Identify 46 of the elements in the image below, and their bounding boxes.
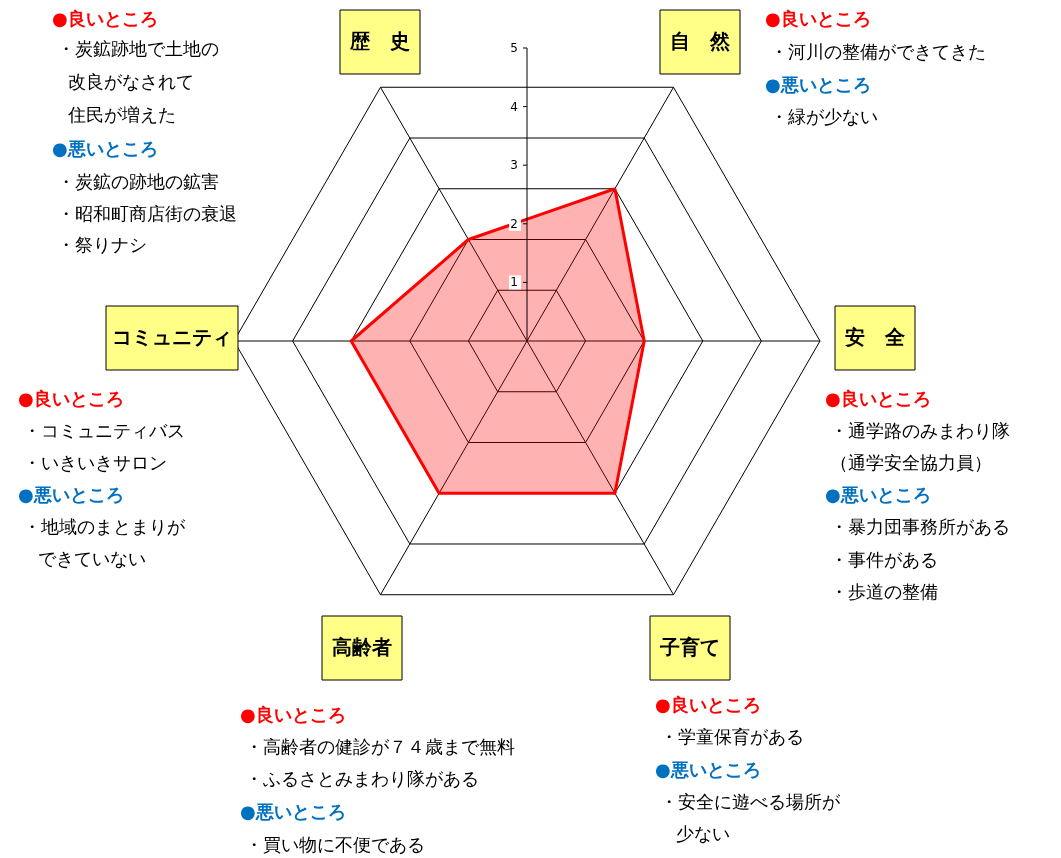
text: ・歩道の整備	[830, 581, 938, 602]
text: ●悪いところ	[52, 138, 158, 159]
text: ・炭鉱跡地で土地の	[57, 38, 219, 59]
spoke-label: 歴 史	[349, 29, 410, 53]
text: ・祭りナシ	[57, 234, 147, 255]
text: ・緑が少ない	[770, 106, 878, 127]
text: （通学安全協力員）	[830, 452, 992, 473]
text: ●良いところ	[18, 388, 124, 409]
text: ・安全に遊べる場所が	[660, 791, 841, 812]
text: ・買い物に不便である	[245, 834, 425, 855]
y-tick-label: 4	[510, 99, 518, 114]
spoke-label: 安 全	[845, 325, 906, 349]
text: ●良いところ	[655, 694, 761, 715]
text: 住民が増えた	[67, 104, 176, 125]
text: ●悪いところ	[18, 484, 124, 505]
text: ●悪いところ	[765, 74, 871, 95]
y-tick-label: 2	[510, 216, 518, 231]
spoke-label: 子育て	[659, 635, 720, 659]
text: ・高齢者の健診が７４歳まで無料	[245, 736, 515, 757]
text: ・地域のまとまりが	[23, 516, 186, 537]
text: ・昭和町商店街の衰退	[57, 203, 237, 224]
text: ●良いところ	[765, 8, 871, 29]
text: ●悪いところ	[655, 759, 761, 780]
text: ・通学路のみまわり隊	[830, 420, 1010, 441]
text: ・事件がある	[830, 549, 938, 570]
y-tick-label: 5	[510, 41, 518, 55]
text: ●良いところ	[52, 8, 158, 29]
text: ・コミュニティバス	[23, 420, 185, 441]
text: ●悪いところ	[240, 801, 346, 822]
text: ・河川の整備ができてきた	[770, 41, 986, 62]
y-tick-label: 1	[510, 275, 518, 290]
text: ・ふるさとみまわり隊がある	[245, 768, 479, 789]
spoke-label: 自 然	[670, 29, 731, 53]
y-tick-label: 3	[510, 158, 518, 173]
text: ●良いところ	[240, 704, 346, 725]
text: ●悪いところ	[825, 484, 931, 505]
text: 改良がなされて	[68, 71, 194, 92]
text: 少ない	[676, 823, 730, 844]
spoke-label: コミュニティ	[112, 325, 232, 349]
text: ・学童保育がある	[660, 726, 804, 747]
spoke-label: 高齢者	[332, 635, 392, 659]
text: ・炭鉱の跡地の鉱害	[57, 171, 219, 192]
text: ●良いところ	[825, 388, 931, 409]
text: できていない	[38, 548, 146, 569]
text: ・暴力団事務所がある	[830, 516, 1010, 537]
text: ・いきいきサロン	[23, 452, 167, 473]
